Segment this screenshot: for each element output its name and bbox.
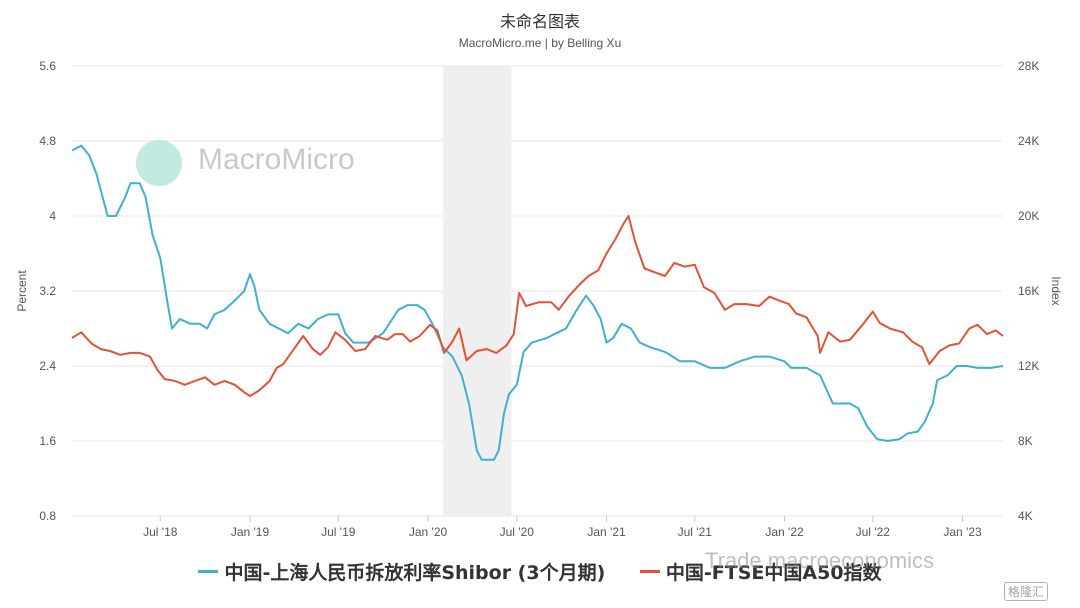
chart-subtitle: MacroMicro.me | by Belling Xu [458,36,622,50]
x-tick-label: Jul '18 [143,525,178,539]
x-tick-label: Jul '19 [321,525,356,539]
macromicro-logo-icon [136,140,182,186]
y-left-tick-label: 5.6 [39,59,56,73]
legend-item-a50[interactable]: 中国-FTSE中国A50指数 [639,558,882,585]
x-tick-label: Jan '20 [409,525,448,539]
grid-lines [72,65,1003,517]
y-right-tick-label: 16K [1018,284,1039,298]
y-left-tick-label: 4.8 [39,134,56,148]
y-left-tick-label: 0.8 [39,509,56,523]
y-right-tick-label: 20K [1018,209,1039,223]
y-right-tick-label: 28K [1018,59,1039,73]
y-left-tick-label: 3.2 [39,284,56,298]
y-right-tick-label: 12K [1018,359,1039,373]
y-left-tick-label: 2.4 [39,359,56,373]
x-tick-label: Jul '20 [500,525,535,539]
legend-label-a50: 中国-FTSE中国A50指数 [665,562,882,584]
watermark-bottom: Trade macroeconomics [705,548,935,573]
x-tick-label: Jan '21 [587,525,626,539]
chart-title: 未命名图表 [499,12,580,31]
legend: 中国-上海人民币拆放利率Shibor (3个月期) 中国-FTSE中国A50指数 [0,558,1080,585]
y-right-tick-label: 4K [1018,509,1033,523]
x-tick-label: Jan '19 [231,525,270,539]
legend-item-shibor[interactable]: 中国-上海人民币拆放利率Shibor (3个月期) [198,558,605,585]
legend-swatch-a50 [639,570,660,573]
watermark-brand: MacroMicro [198,143,355,176]
series-line-shibor [71,144,1004,461]
series-lines [71,144,1004,461]
legend-label-shibor: 中国-上海人民币拆放利率Shibor (3个月期) [224,562,606,584]
x-tick-label: Jul '21 [678,525,713,539]
y-right-tick-label: 24K [1018,134,1039,148]
y-right-tick-label: 8K [1018,434,1033,448]
axis-ticks: 0.8 4K 1.6 8K 2.4 12K 3.2 16K 4 20K 4.8 24K 5.6 28K Ju… [39,59,1039,539]
series-line-a50 [71,215,1004,397]
chart-area: 0.8 4K 1.6 8K 2.4 12K 3.2 16K 4 20K 4.8 24K 5.6 28K Ju… [15,59,1063,539]
y-left-tick-label: 4 [49,209,56,223]
watermark-corner: 格隆汇 [1004,582,1049,601]
x-tick-label: Jul '22 [856,525,891,539]
x-tick-label: Jan '23 [943,525,982,539]
y-left-tick-label: 1.6 [39,434,56,448]
legend-swatch-shibor [198,570,219,573]
x-tick-label: Jan '22 [765,525,804,539]
y-axis-left-label: Percent [15,270,29,312]
y-axis-right-label: Index [1049,276,1063,305]
